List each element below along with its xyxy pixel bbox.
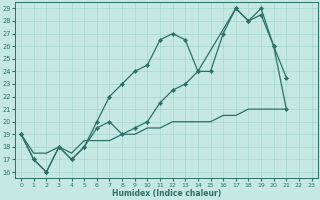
X-axis label: Humidex (Indice chaleur): Humidex (Indice chaleur): [112, 189, 221, 198]
